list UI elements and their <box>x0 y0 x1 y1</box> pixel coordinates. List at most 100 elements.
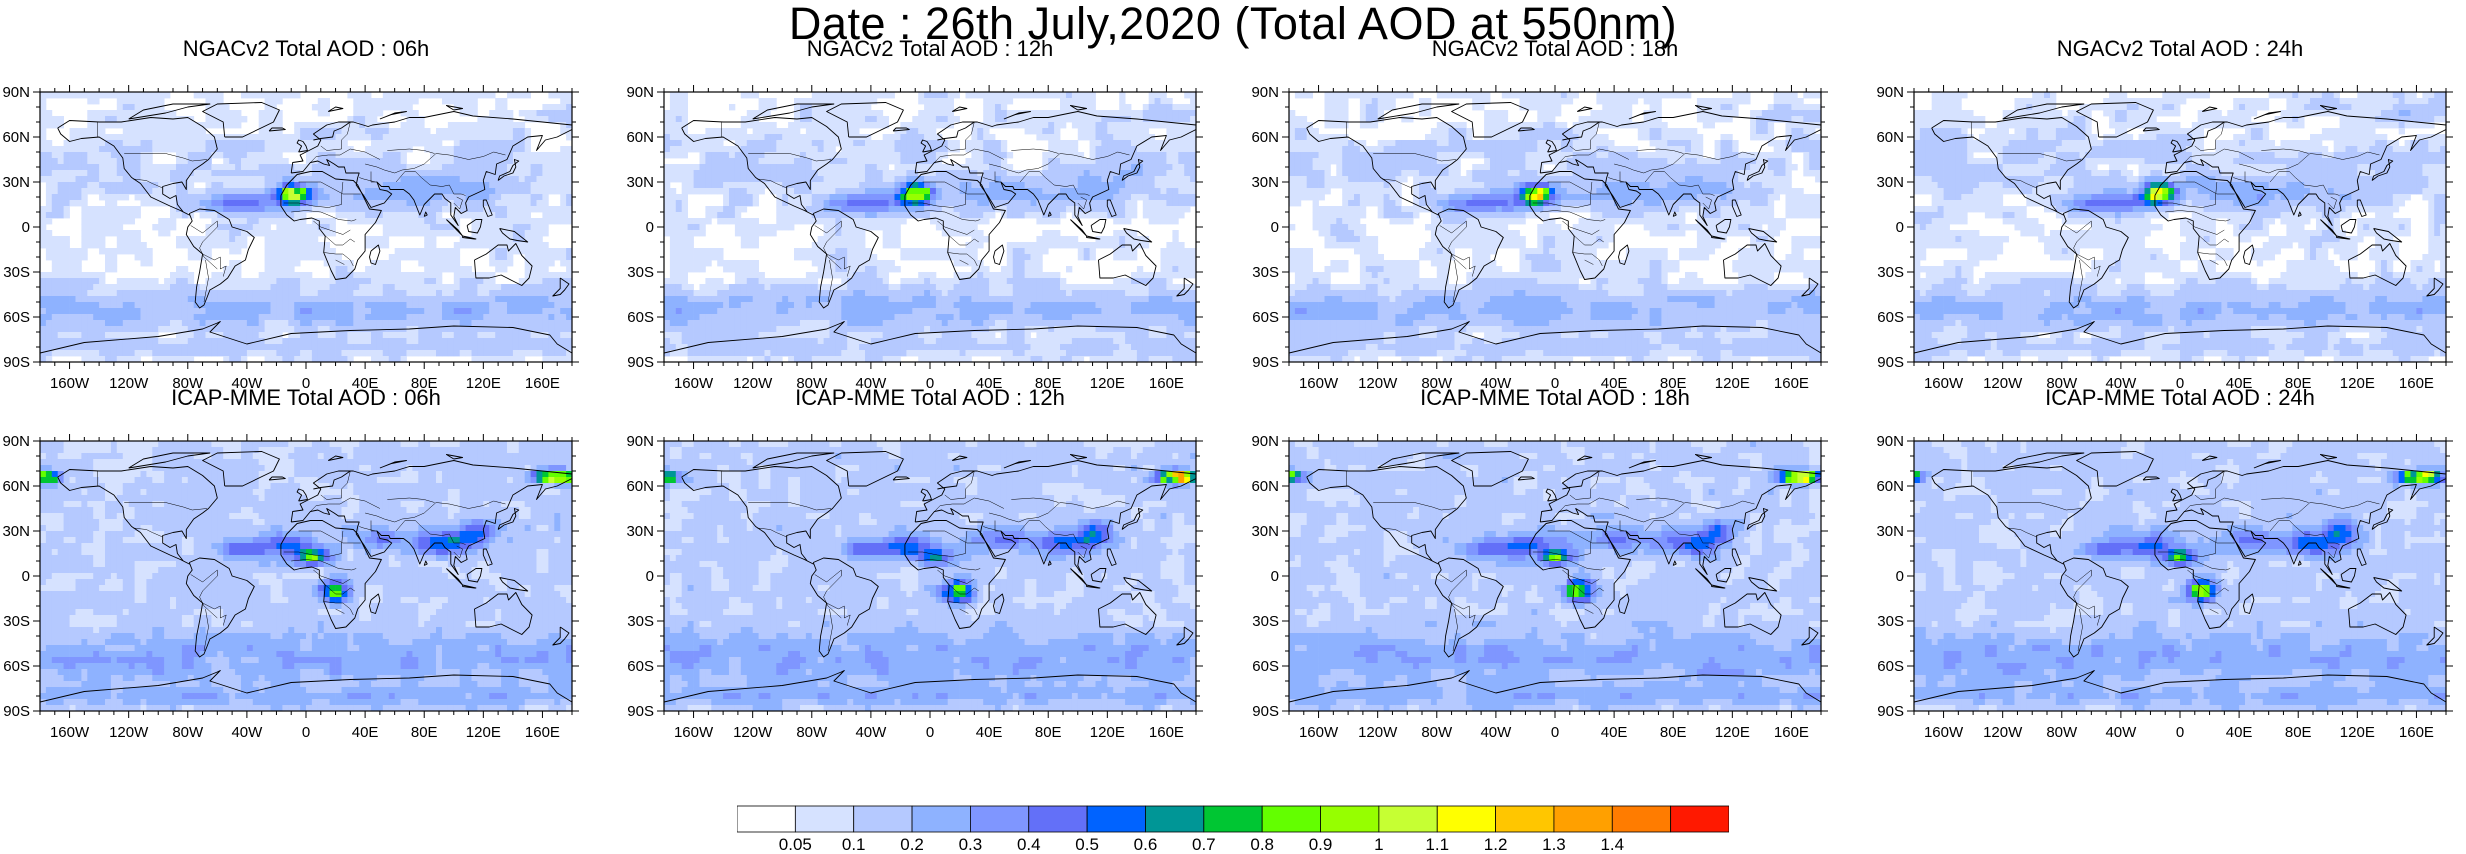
aod-field <box>1914 92 2446 362</box>
coastline <box>2320 219 2338 237</box>
border-line <box>748 502 832 511</box>
colorbar-swatch <box>737 805 796 833</box>
border-line <box>1557 497 1630 514</box>
coastline <box>826 102 904 138</box>
coastline <box>2373 228 2403 243</box>
coastline <box>379 111 407 120</box>
coastline <box>1618 244 1630 265</box>
border-line <box>1998 153 2082 162</box>
lat-label: 30S <box>1252 264 1279 281</box>
lon-label: 0 <box>2176 724 2184 741</box>
lat-label: 30S <box>3 264 30 281</box>
border-line <box>320 121 351 151</box>
coastline <box>1695 219 1713 237</box>
lon-label: 120W <box>733 724 773 741</box>
coastline <box>552 277 570 297</box>
coastline <box>1306 466 1467 565</box>
border-line <box>2064 569 2092 619</box>
coastline <box>1914 321 2446 354</box>
border-line <box>2077 259 2083 303</box>
lon-label: 80E <box>2285 724 2312 741</box>
colorbar-swatch <box>911 805 971 833</box>
coastline <box>904 171 1006 280</box>
border-line <box>1547 530 1610 544</box>
coastline <box>1121 159 1144 181</box>
border-line <box>2194 121 2225 151</box>
lon-label: 40W <box>2105 375 2137 392</box>
coastline <box>2142 476 2160 481</box>
border-line <box>2165 559 2231 571</box>
coastline <box>202 102 280 138</box>
coastline <box>290 111 572 226</box>
border-line <box>308 148 381 165</box>
coastline <box>2187 470 2225 490</box>
border-line <box>1572 583 1604 595</box>
coastline <box>2253 460 2281 469</box>
coastline <box>2348 592 2407 635</box>
coastline <box>497 159 520 181</box>
coastline <box>462 235 477 240</box>
border-line <box>387 148 435 154</box>
lon-label: 160W <box>674 375 714 392</box>
lat-label: 30S <box>1877 264 1904 281</box>
coastline <box>552 626 570 646</box>
lon-label: 80W <box>796 375 828 392</box>
lon-label: 160E <box>1149 724 1184 741</box>
border-line <box>313 569 351 584</box>
lon-label: 160E <box>1149 375 1184 392</box>
coastline <box>296 488 308 502</box>
border-line <box>1636 497 1684 503</box>
coastline <box>1545 139 1557 153</box>
borders <box>1346 121 1755 303</box>
lon-label: 80W <box>2046 724 2078 741</box>
lon-label: 80E <box>411 724 438 741</box>
lon-label: 40E <box>976 724 1003 741</box>
aod-field <box>1914 441 2446 711</box>
coastline <box>752 103 835 120</box>
lon-label: 160W <box>674 724 714 741</box>
coastline <box>2371 159 2394 181</box>
coastline <box>1576 106 1593 112</box>
coastline <box>2336 235 2351 240</box>
coastline <box>2336 584 2351 589</box>
aod-map: 90N 60N 30N 0 30S 60S 90S 160W 120W 80W 40W 0 40E 80E… <box>2 433 579 741</box>
lon-label: 160W <box>1924 724 1964 741</box>
lat-label: 30S <box>1252 613 1279 630</box>
coastline <box>497 508 520 530</box>
lon-label: 160W <box>50 375 90 392</box>
coastline <box>826 451 904 487</box>
lat-label: 60N <box>626 478 654 495</box>
coastline <box>474 592 533 635</box>
coastline <box>57 117 218 216</box>
coastline <box>445 454 464 460</box>
borders <box>97 121 506 303</box>
lat-label: 30S <box>1877 613 1904 630</box>
border-line <box>190 569 218 619</box>
coastline <box>1121 508 1144 530</box>
colorbar-swatch <box>1203 805 1263 833</box>
coastline <box>1090 219 1107 234</box>
coastline <box>466 568 483 583</box>
borders <box>721 121 1130 303</box>
aod-field <box>664 92 1196 362</box>
border-line <box>989 500 1130 523</box>
border-line <box>283 181 344 208</box>
coastline <box>681 117 842 216</box>
border-line <box>365 500 506 523</box>
lat-label: 90N <box>1251 84 1279 101</box>
borders <box>97 470 506 652</box>
border-line <box>959 259 969 265</box>
lat-label: 90S <box>1252 354 1279 371</box>
lon-label: 80E <box>1035 724 1062 741</box>
border-line <box>1614 500 1755 523</box>
border-line <box>1562 220 1600 235</box>
border-line <box>2327 545 2337 559</box>
colorbar-label: 0.05 <box>779 835 812 853</box>
coastline <box>1562 470 1600 490</box>
border-line <box>2187 569 2225 584</box>
border-line <box>298 181 361 195</box>
border-line <box>1572 252 1603 267</box>
border-line <box>2261 497 2309 503</box>
coastline <box>2340 219 2357 234</box>
panel-title: ICAP-MME Total AOD : 18h <box>1289 385 1821 411</box>
